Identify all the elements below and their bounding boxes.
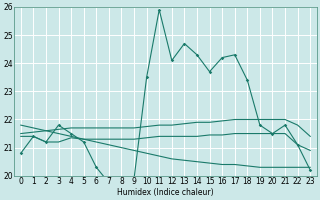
X-axis label: Humidex (Indice chaleur): Humidex (Indice chaleur): [117, 188, 214, 197]
